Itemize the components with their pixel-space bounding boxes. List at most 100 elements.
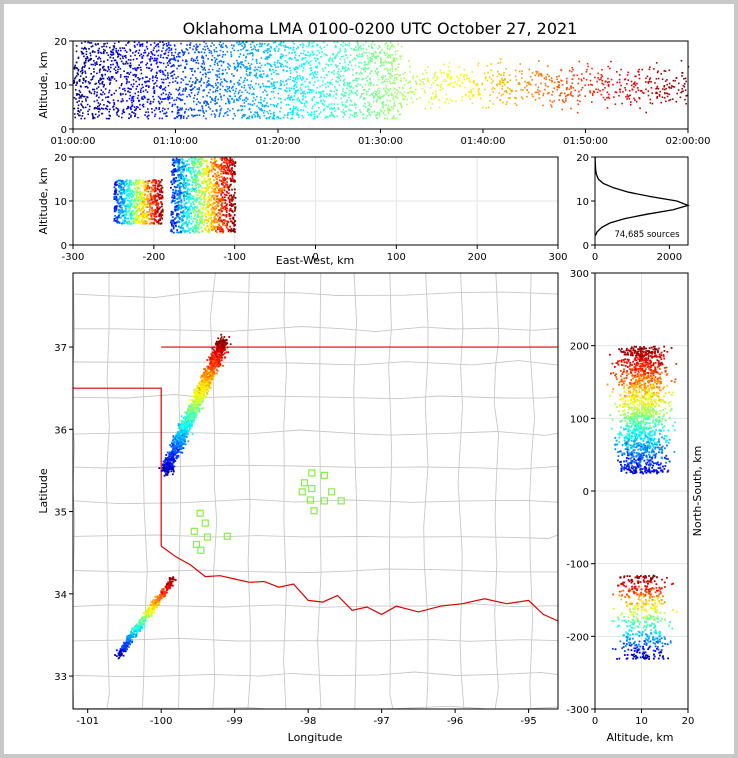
ew-altitude-point: [195, 176, 198, 179]
time-height-point: [336, 41, 339, 43]
time-height-point: [297, 78, 299, 80]
time-height-point: [242, 47, 245, 50]
time-height-point: [385, 42, 388, 44]
time-height-point: [129, 91, 131, 94]
time-height-point: [302, 77, 305, 80]
time-height-point: [570, 91, 572, 93]
ew-altitude-point: [202, 191, 205, 194]
time-height-point: [197, 91, 200, 93]
ew-altitude-point: [114, 219, 117, 222]
ew-altitude-point: [230, 171, 233, 174]
ew-altitude-point: [130, 216, 132, 219]
time-height-point: [326, 105, 328, 108]
time-height-point: [386, 44, 389, 47]
ew-altitude-point: [199, 174, 202, 177]
time-height-point: [120, 94, 122, 96]
time-height-point: [405, 103, 408, 106]
time-height-point: [391, 62, 393, 65]
time-height-point: [96, 116, 99, 118]
ew-altitude-grid: [72, 156, 559, 246]
time-height-point: [658, 95, 661, 97]
time-height-point: [400, 45, 403, 48]
time-height-point: [367, 108, 369, 111]
time-height-point: [323, 95, 326, 97]
time-height-point: [139, 89, 142, 92]
time-height-point: [189, 44, 191, 46]
ew-altitude-point: [161, 217, 164, 220]
ew-altitude-point: [222, 219, 225, 221]
ew-altitude-point: [200, 211, 202, 214]
time-height-point: [245, 56, 247, 59]
time-height-point: [303, 63, 306, 66]
time-height-point: [380, 59, 382, 61]
time-height-point: [229, 79, 232, 82]
time-height-point: [425, 72, 428, 74]
ew-altitude-point: [114, 193, 117, 195]
time-height-point: [268, 56, 271, 58]
ew-altitude-point: [173, 208, 176, 211]
ew-altitude-point: [181, 223, 184, 226]
time-height-point: [354, 107, 357, 109]
time-height-point: [278, 62, 281, 64]
ew-altitude-point: [192, 160, 195, 163]
time-height-point: [407, 60, 410, 62]
time-height-point: [329, 57, 332, 59]
time-height-point: [312, 54, 314, 56]
ew-altitude-point: [125, 197, 128, 199]
ew-altitude-point: [132, 221, 135, 223]
time-height-point: [165, 111, 168, 114]
time-height-point: [334, 110, 336, 112]
ew-altitude-point: [214, 172, 216, 175]
time-height-point: [285, 54, 287, 57]
time-height-point: [302, 95, 305, 97]
time-height-point: [149, 56, 152, 58]
time-height-point: [368, 102, 371, 105]
ew-altitude-point: [214, 163, 217, 166]
ew-altitude-point: [187, 193, 190, 195]
time-height-point: [256, 68, 259, 71]
time-height-point: [394, 91, 396, 94]
time-height-point: [295, 76, 298, 79]
ew-altitude-point: [229, 161, 231, 164]
time-height-point: [238, 97, 240, 99]
time-height-point: [668, 93, 671, 96]
ew-altitude-point: [129, 205, 132, 208]
ew-altitude-point: [178, 179, 181, 182]
time-height-point: [182, 54, 185, 56]
time-height-point: [193, 45, 195, 47]
ew-altitude-point: [188, 229, 191, 232]
ew-altitude-point: [127, 186, 130, 188]
time-height-point: [619, 74, 621, 76]
time-height-point: [91, 112, 94, 115]
time-height-point: [196, 93, 199, 95]
time-height-point: [203, 89, 205, 91]
time-height-point: [162, 62, 165, 65]
time-height-point: [543, 88, 546, 91]
time-height-point: [545, 76, 547, 78]
ew-altitude-point: [222, 222, 225, 224]
time-height-point: [348, 89, 351, 92]
ew-altitude-point: [131, 214, 134, 217]
time-height-point: [450, 81, 453, 84]
time-height-point: [577, 78, 580, 80]
ew-altitude-point: [204, 195, 206, 197]
time-height-point: [262, 85, 265, 88]
time-height-point: [280, 64, 282, 67]
time-height-point: [116, 108, 119, 110]
time-height-point: [119, 74, 122, 76]
time-height-point: [597, 72, 600, 75]
time-height-point: [190, 85, 193, 87]
ew-altitude-point: [182, 206, 184, 209]
time-height-point: [302, 76, 304, 78]
time-height-point: [95, 82, 98, 85]
time-height-point: [141, 83, 143, 86]
time-height-point: [241, 105, 244, 108]
time-height-point: [189, 67, 192, 70]
time-height-point: [388, 73, 391, 76]
time-height-point: [215, 109, 218, 111]
time-height-point: [220, 96, 222, 98]
time-height-point: [270, 83, 273, 85]
time-height-point: [169, 62, 171, 64]
time-height-point: [282, 65, 285, 68]
ew-altitude-point: [127, 217, 130, 220]
